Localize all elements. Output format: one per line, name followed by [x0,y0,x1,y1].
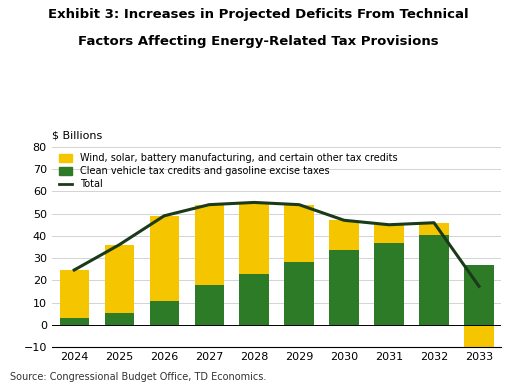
Bar [194,205,224,285]
Bar [374,225,404,242]
Bar [329,251,359,325]
Bar [194,285,224,325]
Text: $ Billions: $ Billions [52,131,102,141]
Bar [329,220,359,251]
Bar [419,235,449,325]
Bar [59,318,89,325]
Bar [464,325,494,347]
Bar [59,270,89,318]
Text: Factors Affecting Energy-Related Tax Provisions: Factors Affecting Energy-Related Tax Pro… [78,35,439,48]
Text: Source: Congressional Budget Office, TD Economics.: Source: Congressional Budget Office, TD … [10,372,267,382]
Bar [374,242,404,325]
Bar [149,216,179,301]
Bar [104,313,134,325]
Bar [419,223,449,235]
Bar [464,265,494,325]
Bar [239,202,269,274]
Bar [149,301,179,325]
Bar [284,262,314,325]
Legend: Wind, solar, battery manufacturing, and certain other tax credits, Clean vehicle: Wind, solar, battery manufacturing, and … [56,152,400,191]
Text: Exhibit 3: Increases in Projected Deficits From Technical: Exhibit 3: Increases in Projected Defici… [48,8,469,21]
Bar [284,205,314,262]
Bar [104,245,134,313]
Bar [239,274,269,325]
